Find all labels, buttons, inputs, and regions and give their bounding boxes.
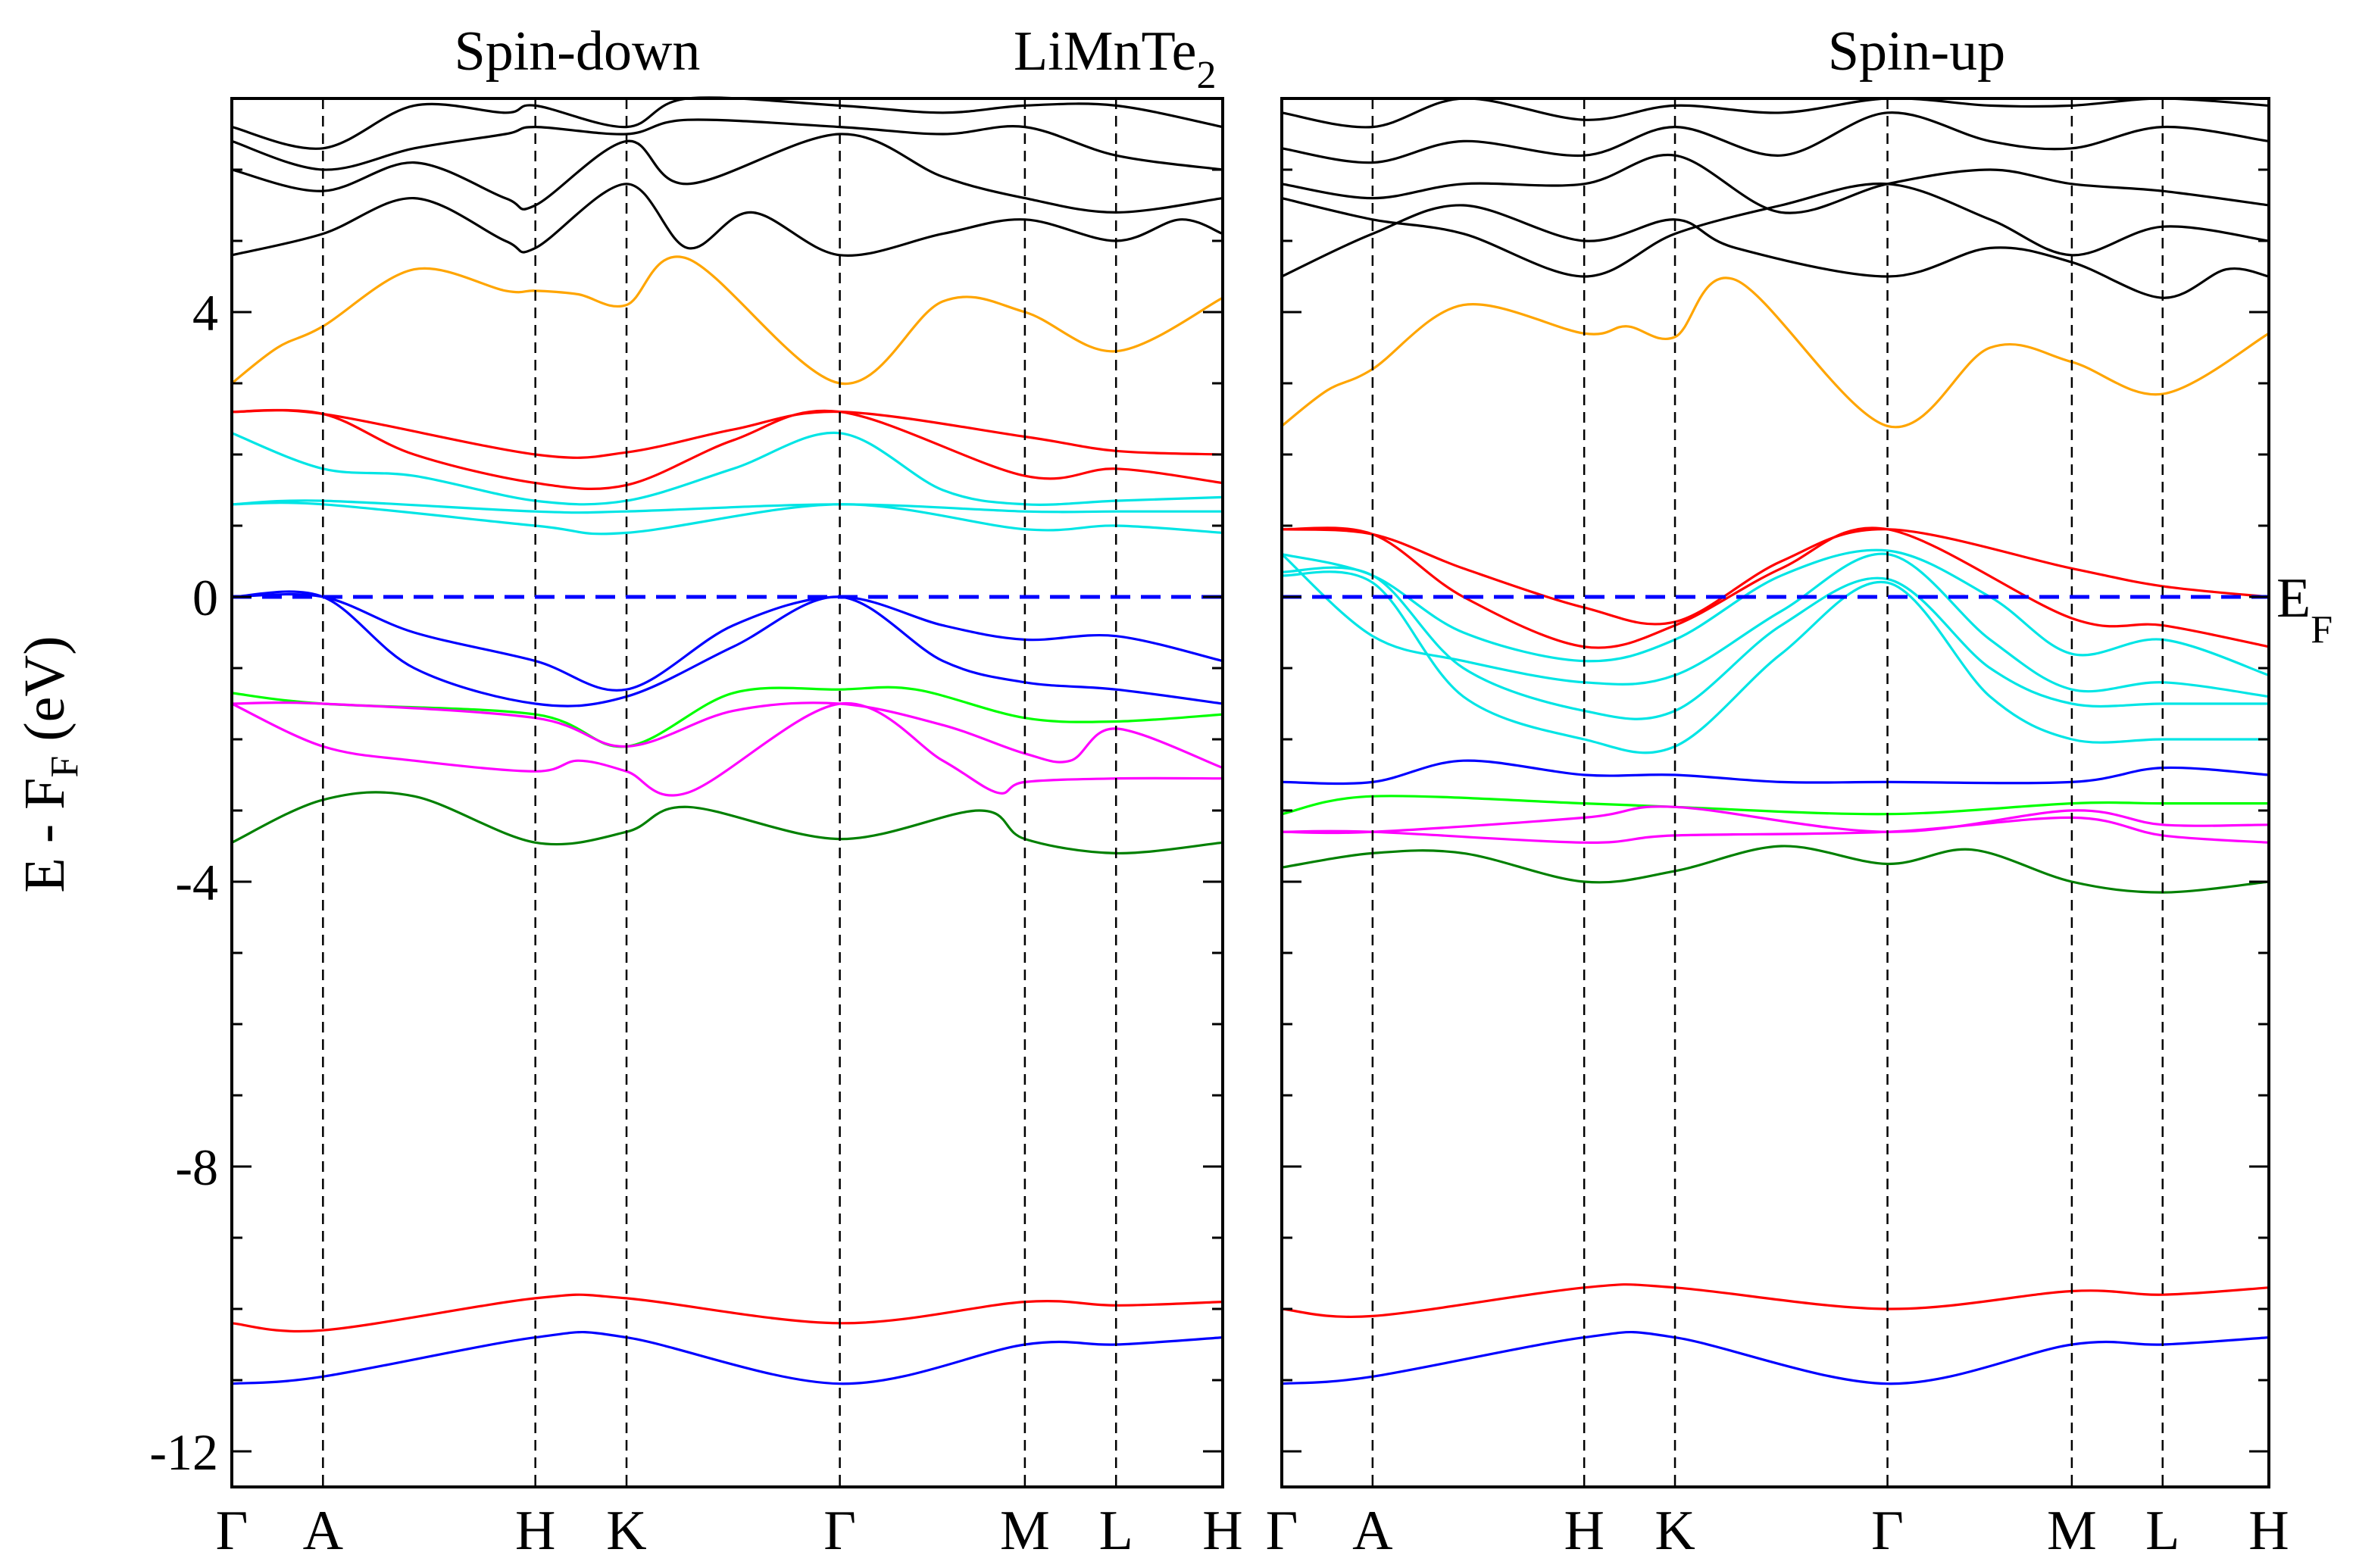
kpoint-label: Γ — [823, 1500, 856, 1562]
y-tick-label: 4 — [192, 284, 218, 342]
y-tick-label: -8 — [175, 1139, 218, 1196]
plot-frame — [230, 97, 1224, 1488]
band-cb4 — [1281, 111, 2270, 164]
band-magenta2 — [1281, 816, 2270, 844]
band-red_deep — [231, 1293, 1223, 1333]
kpoint-label: Γ — [1871, 1500, 1904, 1562]
kpoint-label: L — [1099, 1500, 1133, 1562]
band-curves — [1280, 97, 2270, 1385]
band-orange — [231, 255, 1223, 386]
band-dkgreen — [1281, 845, 2270, 894]
kpoint-label: M — [1000, 1500, 1050, 1562]
band-cb4 — [231, 96, 1223, 150]
kpoint-label: K — [1655, 1500, 1695, 1562]
kpoint-label: L — [2145, 1500, 2179, 1562]
band-red2 — [231, 408, 1223, 490]
band-cb2 — [231, 133, 1223, 214]
band-dkgreen — [231, 791, 1223, 855]
band-cyan1 — [1281, 548, 2270, 676]
band-cb1 — [1281, 204, 2270, 299]
band-magenta2 — [231, 701, 1223, 797]
band-cyan1 — [231, 431, 1223, 506]
kpoint-label: Γ — [216, 1500, 248, 1562]
band-red2 — [1281, 526, 2270, 649]
band-cyan4 — [1281, 570, 2269, 754]
band-magenta1 — [1281, 805, 2270, 835]
figure-title: LiMnTe2 — [1014, 20, 1216, 97]
y-tick-label: -12 — [149, 1423, 218, 1481]
band-curves — [231, 96, 1223, 1385]
kpoint-label: A — [1352, 1500, 1392, 1562]
fermi-label: EF — [2276, 567, 2333, 651]
band-cb3 — [231, 118, 1223, 171]
plot-frame — [1280, 97, 2270, 1488]
band-cyan3 — [231, 501, 1223, 536]
band-blue_deep — [1281, 1330, 2270, 1385]
band-cb5 — [1281, 97, 2270, 129]
band-orange — [1281, 276, 2270, 429]
y-axis-label: E - FF (eV) — [13, 636, 86, 892]
y-tick-label: 0 — [192, 569, 218, 626]
band-red_deep — [1281, 1283, 2270, 1319]
band-red1 — [231, 408, 1223, 459]
band-blue1 — [231, 592, 1223, 692]
kpoint-label: K — [606, 1500, 646, 1562]
panel-title: Spin-up — [1828, 20, 2005, 83]
band-blue2 — [231, 590, 1223, 707]
band-cb3 — [1281, 153, 2270, 214]
band-cyan2 — [231, 499, 1223, 514]
kpoint-label: H — [2248, 1500, 2289, 1562]
panel-title: Spin-down — [455, 20, 701, 83]
band-blue — [1281, 759, 2270, 786]
band-magenta1 — [231, 701, 1223, 770]
kpoint-label: Γ — [1266, 1500, 1298, 1562]
band-cb2 — [1281, 182, 2270, 278]
y-tick-label: -4 — [175, 854, 218, 911]
kpoint-label: M — [2047, 1500, 2097, 1562]
band-red1 — [1281, 528, 2270, 626]
kpoint-label: H — [1202, 1500, 1242, 1562]
band-green — [231, 686, 1223, 748]
band-cyan2 — [1280, 552, 2270, 698]
band-cb1 — [231, 183, 1223, 257]
kpoint-label: H — [1564, 1500, 1604, 1562]
band-green — [1281, 795, 2269, 816]
band-blue_deep — [231, 1330, 1223, 1385]
band-cyan3 — [1281, 566, 2269, 720]
kpoint-label: A — [303, 1500, 343, 1562]
kpoint-label: H — [515, 1500, 555, 1562]
